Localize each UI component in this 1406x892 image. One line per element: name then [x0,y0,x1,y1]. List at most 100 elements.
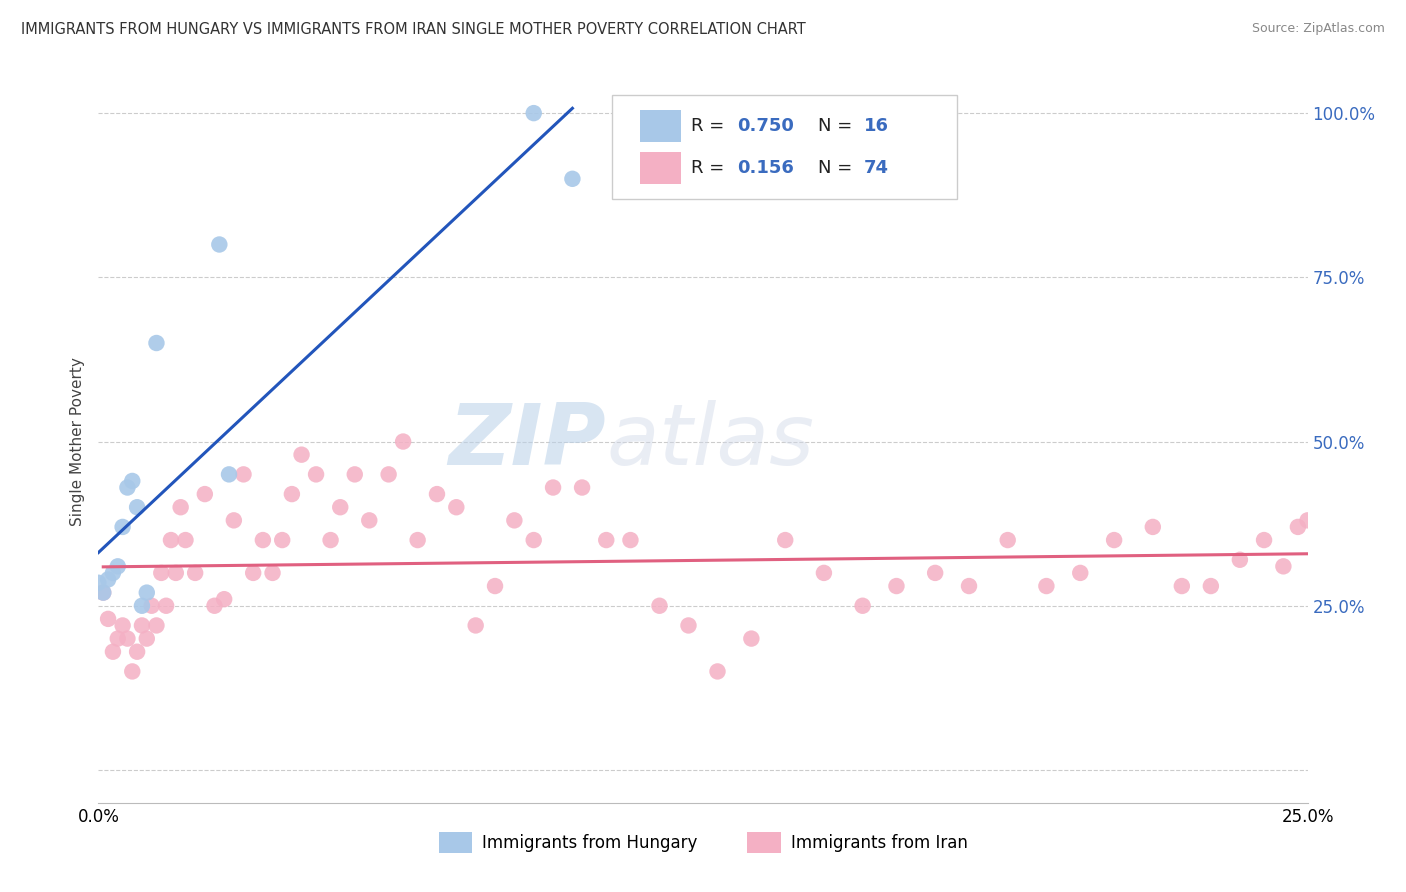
Y-axis label: Single Mother Poverty: Single Mother Poverty [69,357,84,526]
Point [1142,520,1164,534]
Point [107,632,129,646]
Point [111,520,134,534]
Point [523,533,546,547]
Point [127,645,149,659]
Point [135,632,157,646]
Point [131,618,153,632]
Point [1171,579,1194,593]
Point [252,533,274,547]
Point [541,481,564,495]
Point [319,533,342,547]
FancyBboxPatch shape [613,95,957,200]
Point [111,618,134,632]
Point [377,467,399,482]
Point [87,575,110,590]
Point [426,487,449,501]
Point [165,566,187,580]
Point [813,566,835,580]
Point [359,513,381,527]
Point [117,481,139,495]
Point [222,513,245,527]
Point [1199,579,1222,593]
Point [150,566,173,580]
Point [561,171,583,186]
Point [886,579,908,593]
Point [773,533,796,547]
Point [208,237,231,252]
Point [174,533,197,547]
Point [97,573,120,587]
Point [91,585,114,599]
Point [204,599,226,613]
Point [571,481,593,495]
Point [503,513,526,527]
Point [305,467,328,482]
Point [648,599,671,613]
Point [484,579,506,593]
Point [101,566,124,580]
Point [212,592,235,607]
Point [127,500,149,515]
Point [523,106,546,120]
Text: IMMIGRANTS FROM HUNGARY VS IMMIGRANTS FROM IRAN SINGLE MOTHER POVERTY CORRELATIO: IMMIGRANTS FROM HUNGARY VS IMMIGRANTS FR… [21,22,806,37]
Point [121,474,143,488]
Point [290,448,312,462]
Point [194,487,217,501]
Point [1296,513,1319,527]
Text: atlas: atlas [606,400,814,483]
Point [145,618,167,632]
Text: 74: 74 [863,159,889,177]
Point [1102,533,1125,547]
Point [242,566,264,580]
Point [141,599,163,613]
Point [343,467,366,482]
Point [1344,533,1367,547]
FancyBboxPatch shape [640,152,682,184]
Point [91,585,114,599]
Point [1069,566,1091,580]
Point [1336,553,1358,567]
Point [852,599,875,613]
Point [1320,566,1343,580]
Text: 16: 16 [863,117,889,135]
Point [218,467,240,482]
Text: N =: N = [818,159,858,177]
Text: 0.750: 0.750 [737,117,794,135]
Point [121,665,143,679]
Text: R =: R = [690,117,730,135]
Point [184,566,207,580]
Point [232,467,254,482]
Point [271,533,294,547]
Point [595,533,617,547]
Text: Source: ZipAtlas.com: Source: ZipAtlas.com [1251,22,1385,36]
Point [678,618,700,632]
Point [1306,579,1329,593]
Point [997,533,1019,547]
Point [706,665,728,679]
Point [446,500,468,515]
Point [160,533,183,547]
Point [281,487,304,501]
Point [464,618,486,632]
Point [97,612,120,626]
Point [169,500,191,515]
Point [1272,559,1295,574]
Text: 0.156: 0.156 [737,159,794,177]
Point [145,336,167,351]
Text: R =: R = [690,159,730,177]
Text: ZIP: ZIP [449,400,606,483]
Point [262,566,284,580]
Point [1253,533,1275,547]
Point [1229,553,1251,567]
Point [101,645,124,659]
Point [117,632,139,646]
Point [392,434,415,449]
Point [619,533,641,547]
Point [329,500,352,515]
FancyBboxPatch shape [640,110,682,142]
Point [1286,520,1309,534]
Point [135,585,157,599]
Point [131,599,153,613]
Point [1035,579,1057,593]
Point [155,599,177,613]
